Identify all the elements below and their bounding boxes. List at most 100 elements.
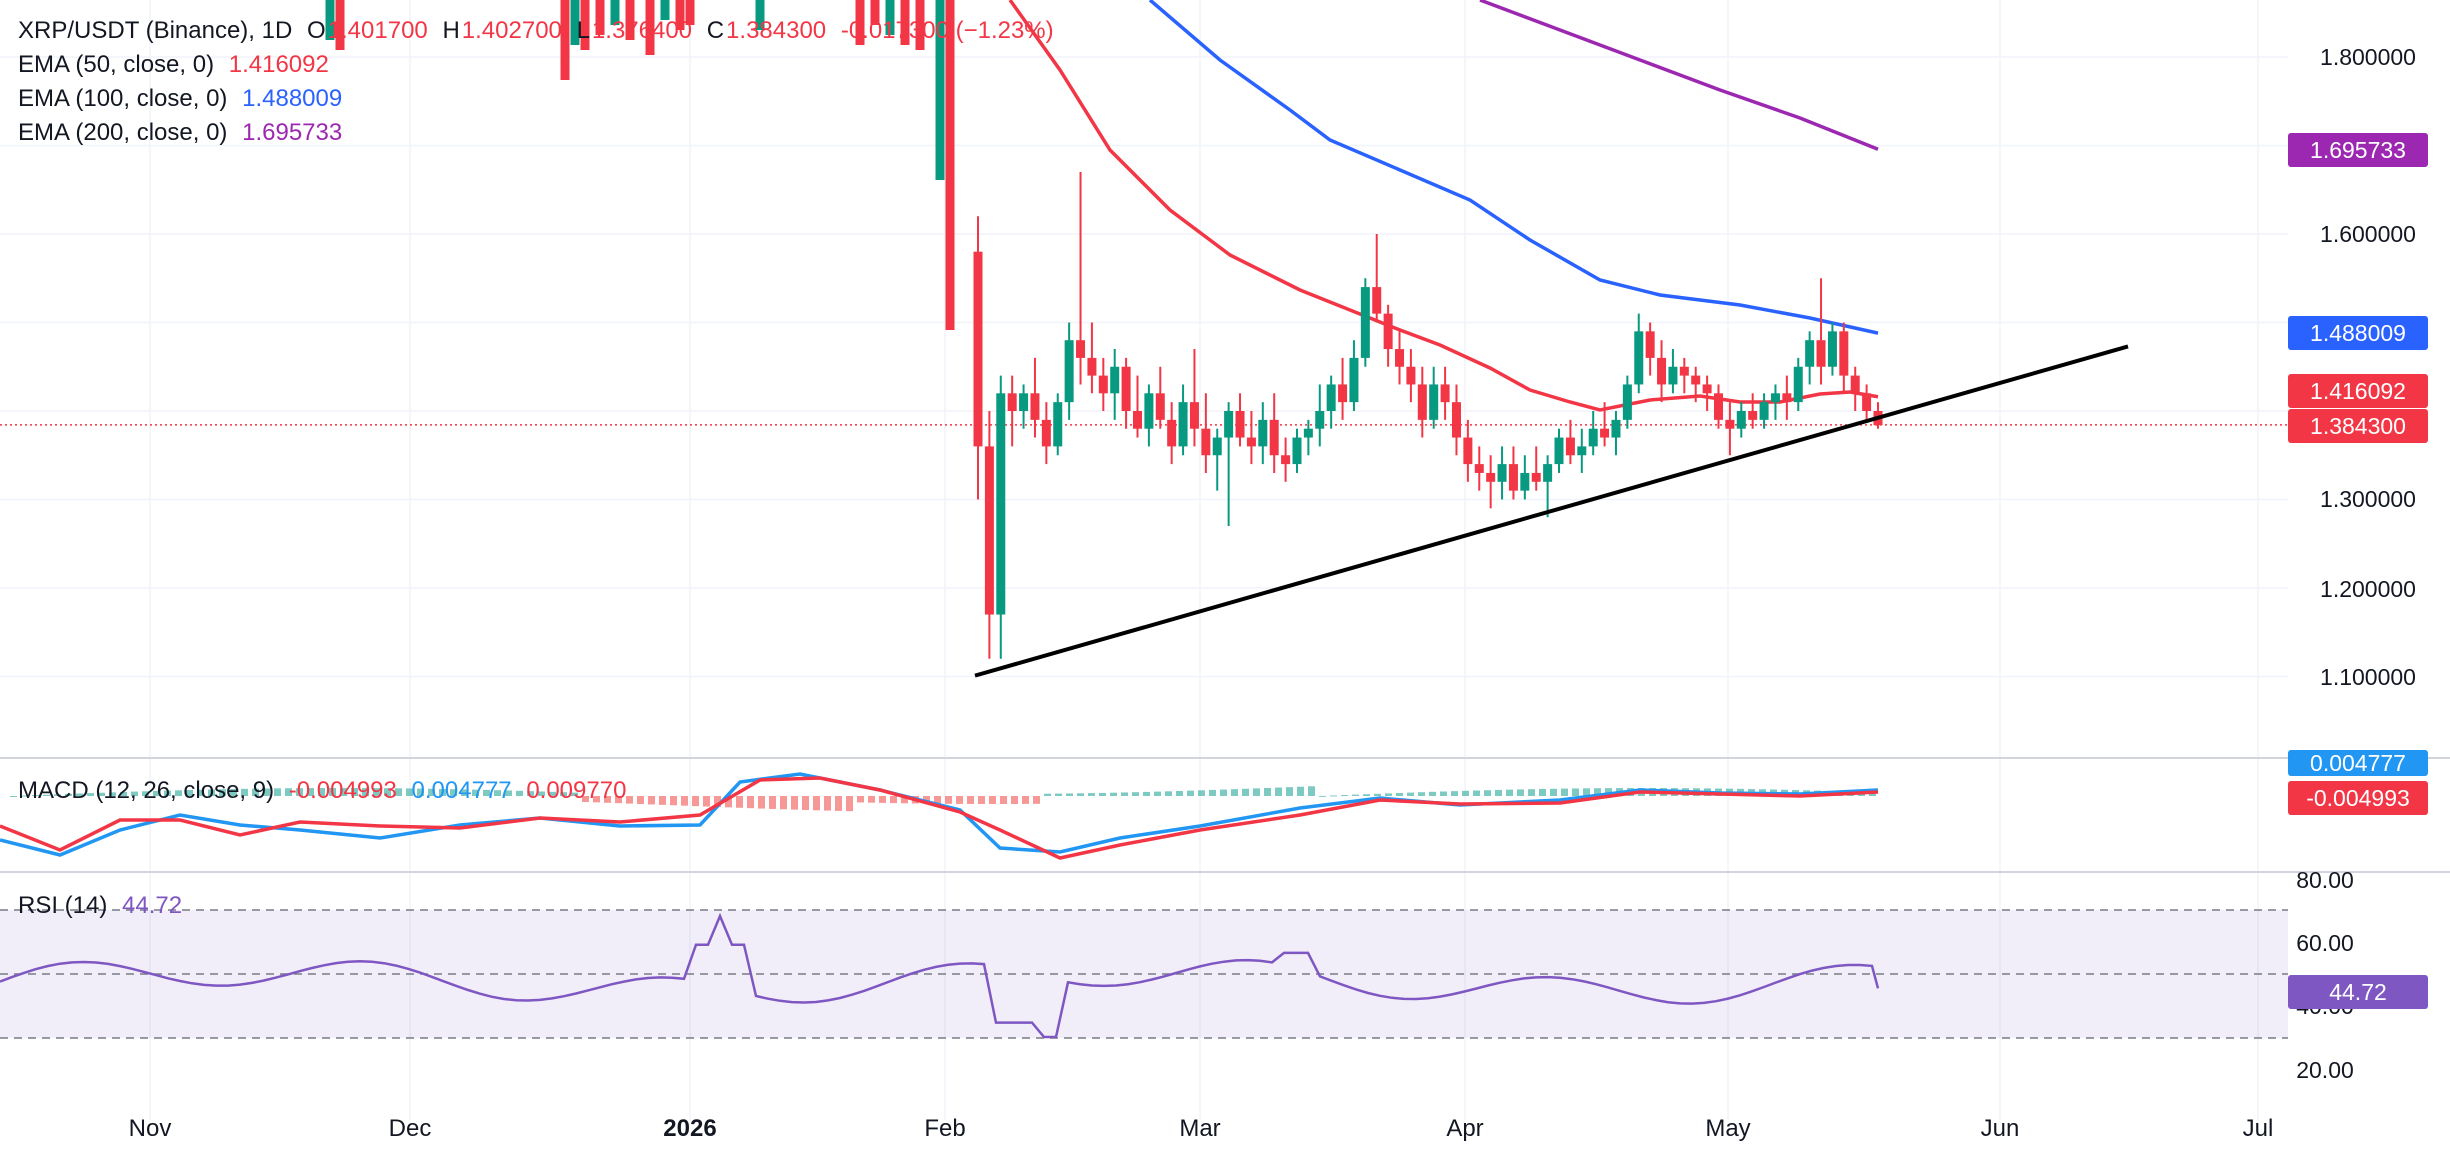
candle-body <box>1497 464 1507 482</box>
macd-hist-bar <box>725 796 732 808</box>
candle-body <box>1520 472 1530 491</box>
macd-hist-bar <box>32 795 39 797</box>
macd-hist-bar <box>626 796 633 804</box>
macd-pane <box>0 772 1879 860</box>
price-tick-label: 1.600000 <box>2320 221 2416 247</box>
macd-hist-bar <box>76 793 83 796</box>
candle-body <box>1110 366 1120 394</box>
candle-body <box>1281 455 1291 465</box>
macd-hist-bar <box>494 790 501 796</box>
macd-hist-bar <box>87 793 94 796</box>
macd-hist-bar <box>1506 789 1513 796</box>
candle-body <box>996 393 1006 615</box>
candle-body <box>1759 402 1769 420</box>
ema200-line <box>1479 0 1879 151</box>
time-tick-label: Nov <box>129 1115 172 1142</box>
macd-hist-bar <box>1275 787 1282 796</box>
macd-hist-bar <box>967 796 974 804</box>
high-value: 1.402700 <box>461 17 562 44</box>
macd-hist-bar <box>1539 788 1546 796</box>
candle-body <box>1577 446 1587 456</box>
macd-hist-bar <box>439 788 446 796</box>
macd-hist-bar <box>208 789 215 796</box>
candle-body <box>900 0 910 45</box>
candle-body <box>984 446 994 615</box>
change-value: -0.017300 (−1.23%) <box>840 17 1054 44</box>
candle-body <box>1064 340 1074 403</box>
time-tick-label: Mar <box>1179 1115 1220 1142</box>
rsi-tick-label: 60.00 <box>2296 930 2354 956</box>
macd-hist-bar <box>1330 795 1337 797</box>
candle-body <box>1155 393 1165 420</box>
macd-hist-bar <box>1088 793 1095 796</box>
macd-hist-bar <box>527 791 534 796</box>
macd-hist-bar <box>780 796 787 810</box>
signal-line <box>0 776 1879 860</box>
macd-hist-bar <box>1022 796 1029 804</box>
candle-body <box>1224 411 1234 438</box>
macd-hist-bar <box>1363 794 1370 796</box>
macd-hist-bar <box>1561 788 1568 796</box>
close-value: 1.384300 <box>726 17 827 44</box>
macd-hist-bar <box>340 788 347 796</box>
macd-hist-bar <box>813 796 820 811</box>
macd-hist-bar <box>65 793 72 796</box>
candle-body <box>1463 437 1473 465</box>
macd-hist-bar <box>835 796 842 811</box>
candle-body <box>1144 393 1154 429</box>
candle-body <box>1030 393 1040 420</box>
macd-hist-bar <box>1077 793 1084 796</box>
time-tick-label: 2026 <box>663 1115 716 1142</box>
ema100-label: EMA (100, close, 0) <box>18 85 228 112</box>
ema100-path <box>1148 0 1879 335</box>
time-tick-label: Apr <box>1446 1115 1483 1142</box>
price-tick-label: 1.100000 <box>2320 664 2416 690</box>
candle-body <box>1178 402 1188 447</box>
macd-hist-bar <box>252 788 259 796</box>
rsi-line <box>0 912 1880 1039</box>
symbol-title: XRP/USDT (Binance), 1D <box>18 17 293 44</box>
macd-hist-bar <box>142 791 149 796</box>
candle-body <box>855 0 865 45</box>
macd-hist-bar <box>362 788 369 796</box>
macd-legend: MACD (12, 26, close, 9) -0.004993 0.0047… <box>18 774 634 808</box>
macd-hist-bar <box>1385 793 1392 796</box>
candle-body <box>1508 464 1518 491</box>
macd-hist-bar <box>307 788 314 796</box>
macd-hist-bar <box>637 796 644 805</box>
macd-hist-bar <box>153 790 160 796</box>
ema200-value: 1.695733 <box>242 119 343 146</box>
candle-body <box>1816 340 1826 367</box>
candle-body <box>595 0 605 35</box>
candle-body <box>1850 375 1860 394</box>
macd-hist-bar <box>1473 790 1480 796</box>
macd-hist-bar <box>1605 788 1612 796</box>
macd-hist-bar <box>384 788 391 796</box>
rsi-tick-label: 20.00 <box>2296 1057 2354 1083</box>
macd-hist-bar <box>1528 789 1535 796</box>
macd-signal-value: 0.009770 <box>526 777 627 804</box>
candle-body <box>1007 393 1017 411</box>
candle-body <box>1622 384 1632 420</box>
candle-body <box>1657 357 1667 385</box>
candle-body <box>1429 384 1439 420</box>
macd-hist-bar <box>1572 788 1579 796</box>
macd-hist-bar <box>923 796 930 804</box>
candle-body <box>973 251 983 447</box>
macd-hist-bar <box>1154 791 1161 796</box>
time-tick-label: May <box>1705 1115 1750 1142</box>
candle-body <box>1132 411 1142 429</box>
macd-hist-bar <box>1033 796 1040 804</box>
candle-body <box>580 0 590 50</box>
macd-hist-bar <box>1011 796 1018 804</box>
candle-body <box>1098 375 1108 394</box>
price-axis: 1.800000 1.600000 1.300000 1.200000 1.100000… <box>2296 44 2416 1083</box>
candle-body <box>1019 393 1029 411</box>
ema50-label: EMA (50, close, 0) <box>18 51 215 78</box>
macd-hist-bar <box>483 789 490 796</box>
candle-body <box>685 0 695 25</box>
candle-body <box>660 0 670 20</box>
macd-hist-bar <box>175 790 182 796</box>
macd-hist-bar <box>1176 790 1183 796</box>
